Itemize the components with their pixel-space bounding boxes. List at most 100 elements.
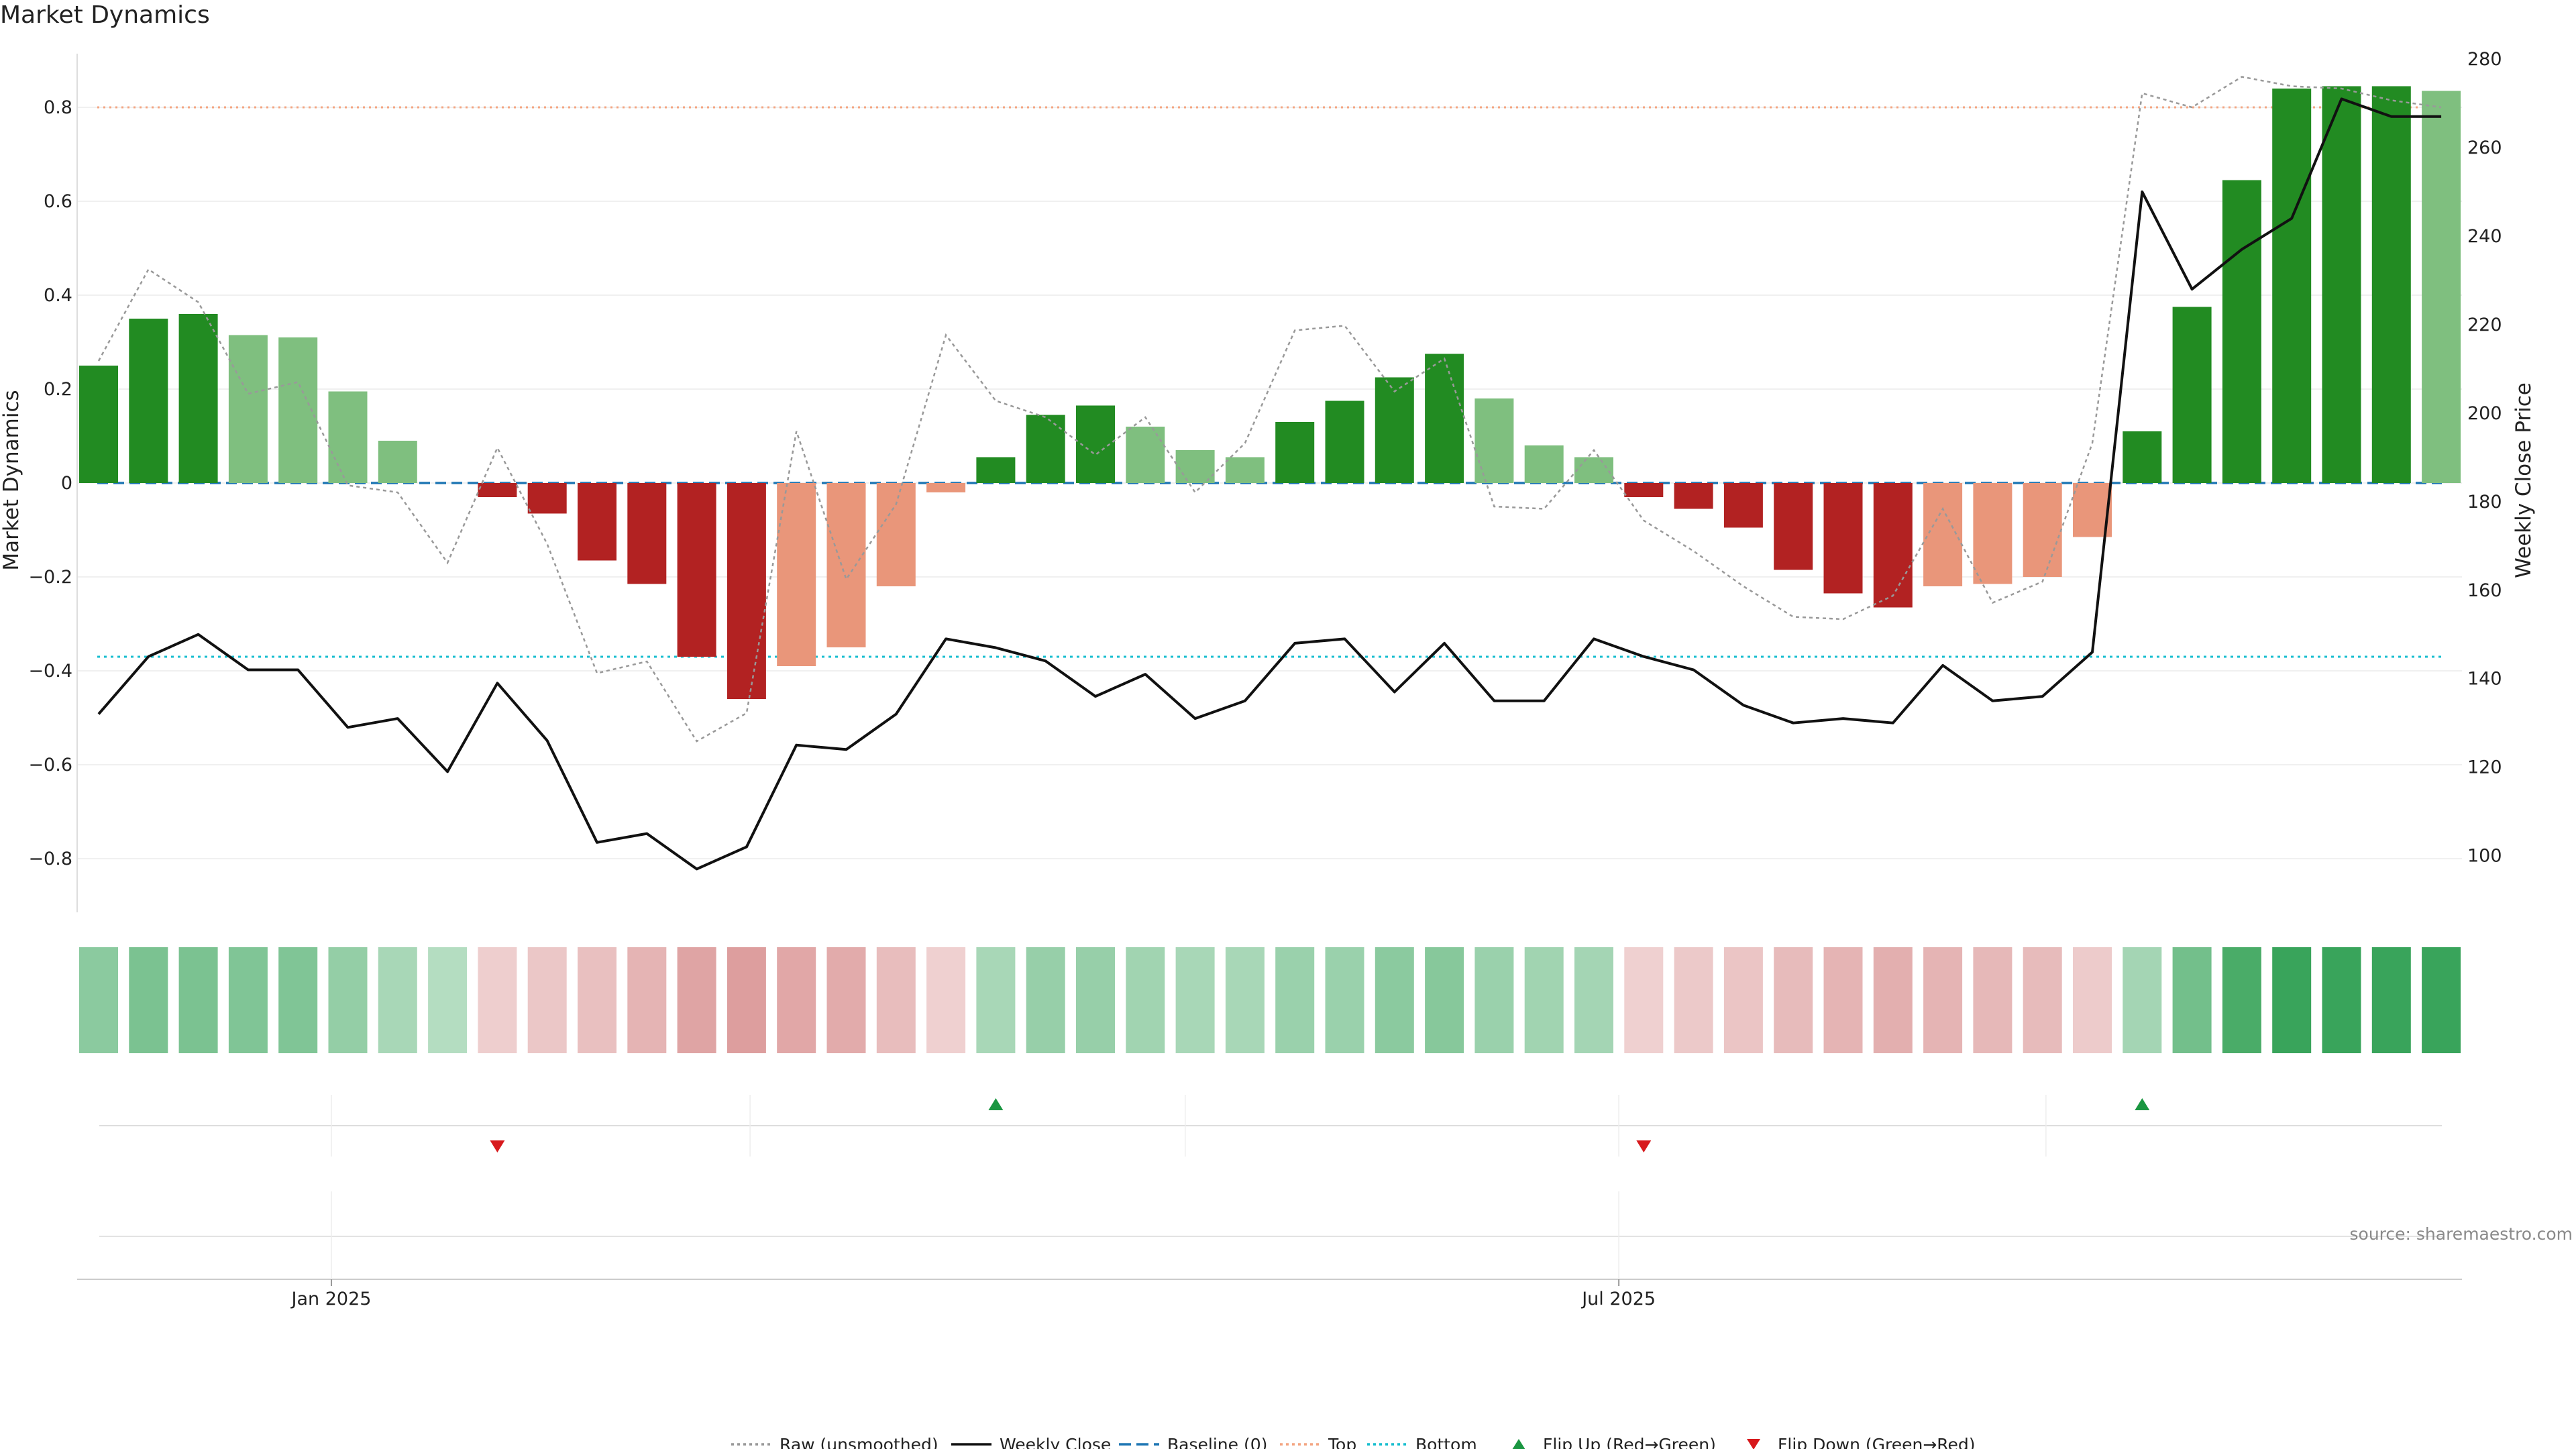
y-tick-left: −0.6: [28, 755, 72, 775]
y-axis-label-left: Market Dynamics: [0, 390, 23, 570]
heat-cell: [79, 947, 118, 1053]
heat-cell: [2422, 947, 2461, 1053]
dynamics-bar: [1723, 483, 1763, 528]
dynamics-bar: [1425, 354, 1464, 483]
flip-up-marker: [988, 1098, 1004, 1110]
dynamics-bars: [79, 86, 2461, 699]
heat-cell: [976, 947, 1016, 1053]
dynamics-bar: [677, 483, 716, 657]
y-tick-left: 0.2: [44, 379, 72, 400]
source-credit: source: sharemaestro.com: [2350, 1224, 2573, 1244]
dynamics-bar: [1774, 483, 1813, 570]
reference-lines: [97, 106, 2442, 658]
dynamics-bar: [1175, 450, 1215, 483]
y-tick-right: 180: [2467, 492, 2502, 513]
dynamics-bar: [129, 319, 168, 483]
y-tick-right: 200: [2467, 403, 2502, 424]
y-tick-right: 120: [2467, 757, 2502, 778]
y-tick-right: 100: [2467, 846, 2502, 867]
heat-cell: [2073, 947, 2112, 1053]
heat-cell: [727, 947, 766, 1053]
dynamics-bar: [627, 483, 667, 584]
dynamics-bar: [2272, 89, 2312, 483]
dynamics-bar: [1823, 483, 1863, 594]
y-tick-left: 0: [61, 473, 72, 494]
heat-cell: [378, 947, 417, 1053]
heat-cell: [627, 947, 667, 1053]
heat-cell: [1325, 947, 1364, 1053]
legend-label: Flip Down (Green→Red): [1778, 1435, 1976, 1449]
dynamics-bar: [1524, 445, 1564, 483]
heat-cell: [328, 947, 368, 1053]
legend-item: Weekly Close: [951, 1435, 1111, 1449]
y-tick-left: 0.4: [44, 285, 72, 306]
heat-cell: [2322, 947, 2361, 1053]
x-axis: Jan 2025 Jul 2025: [77, 1279, 2462, 1309]
dynamics-bar: [2023, 483, 2062, 577]
heat-cell: [2371, 947, 2411, 1053]
heat-cell: [2272, 947, 2312, 1053]
dynamics-bar: [2422, 91, 2461, 483]
y-tick-left: −0.4: [28, 661, 72, 682]
heat-cell: [1923, 947, 1963, 1053]
heat-cell: [1774, 947, 1813, 1053]
dynamics-bar: [79, 366, 118, 483]
axes: 0.8 0.6 0.4 0.2 0 −0.2 −0.4 −0.6 −0.8 280 260 240 22…: [28, 49, 2502, 912]
heat-cell: [1425, 947, 1464, 1053]
legend-label: Weekly Close: [1000, 1435, 1111, 1449]
heat-cell: [1126, 947, 1165, 1053]
heat-cell: [1375, 947, 1414, 1053]
dynamics-bar: [1225, 457, 1265, 483]
heat-cell: [428, 947, 468, 1053]
heat-strip: [79, 947, 2461, 1053]
dynamics-bar: [1275, 422, 1315, 483]
y-tick-left: −0.2: [28, 567, 72, 588]
flip-events-panel: [99, 1095, 2442, 1278]
dynamics-bar: [2123, 431, 2162, 483]
heat-cell: [228, 947, 268, 1053]
dynamics-bar: [2322, 86, 2361, 483]
heat-cell: [1674, 947, 1713, 1053]
legend-item: Bottom: [1367, 1435, 1477, 1449]
dynamics-bar: [2222, 180, 2261, 483]
weekly-close-line: [97, 97, 2442, 871]
heat-cell: [677, 947, 716, 1053]
dynamics-bar: [1973, 483, 2012, 584]
y-tick-right: 240: [2467, 226, 2502, 247]
legend-item: Flip Up (Red→Green): [1512, 1435, 1716, 1449]
dynamics-bar: [178, 314, 218, 483]
dynamics-bar: [1126, 427, 1165, 483]
dynamics-bar: [876, 483, 916, 586]
legend-item: Flip Down (Green→Red): [1747, 1435, 1976, 1449]
dynamics-bar: [478, 483, 517, 497]
heat-cell: [2172, 947, 2212, 1053]
heat-cell: [278, 947, 318, 1053]
legend-label: Top: [1328, 1435, 1356, 1449]
heat-cell: [1823, 947, 1863, 1053]
legend-swatch-flip-down: [1747, 1439, 1760, 1449]
y-tick-left: 0.8: [44, 97, 72, 118]
dynamics-bar: [1026, 415, 1065, 483]
y-tick-right: 160: [2467, 580, 2502, 601]
gridlines: [77, 107, 2462, 859]
dynamics-bar: [976, 457, 1016, 483]
legend-item: Top: [1280, 1435, 1356, 1449]
heat-cell: [178, 947, 218, 1053]
dynamics-bar: [1624, 483, 1664, 497]
y-tick-right: 140: [2467, 669, 2502, 690]
raw-unsmoothed-line: [97, 76, 2442, 743]
dynamics-bar: [727, 483, 766, 699]
dynamics-bar: [1325, 400, 1364, 483]
x-tick-label: Jul 2025: [1580, 1289, 1656, 1309]
heat-cell: [777, 947, 816, 1053]
y-axis-label-right: Weekly Close Price: [2512, 382, 2536, 578]
heat-cell: [578, 947, 616, 1053]
chart-title: Market Dynamics: [0, 1, 210, 29]
dynamics-bar: [328, 391, 368, 483]
dynamics-bar: [578, 483, 616, 561]
heat-cell: [1723, 947, 1763, 1053]
dynamics-bar: [926, 483, 966, 492]
legend-label: Bottom: [1415, 1435, 1477, 1449]
heat-cell: [1474, 947, 1514, 1053]
